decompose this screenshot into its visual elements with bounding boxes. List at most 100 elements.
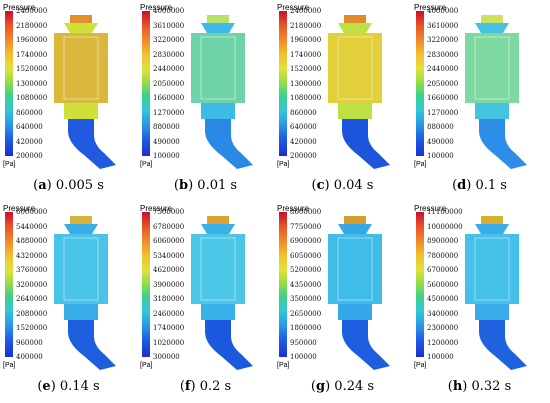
legend-tick-label: 1080000 <box>290 94 322 102</box>
legend-tick-label: 640000 <box>16 123 43 131</box>
model-outlet-pipe <box>68 119 116 169</box>
panel-time: 0.32 s <box>467 379 512 394</box>
legend-title: Pressure <box>140 3 173 12</box>
legend-tick-label: 5440000 <box>16 222 48 231</box>
color-legend-bar <box>142 11 150 156</box>
pressure-contour-model <box>465 15 527 169</box>
legend-title: Pressure <box>414 204 447 213</box>
legend-unit: [Pa] <box>277 362 290 369</box>
legend-tick-label: 4880000 <box>16 237 48 245</box>
legend-tick-label: 2180000 <box>16 21 48 30</box>
model-inner-chamber <box>200 237 236 301</box>
legend-tick-label: 1080000 <box>16 94 48 102</box>
model-top-cap <box>207 216 229 224</box>
model-inner-chamber <box>200 36 236 100</box>
legend-tick-label: 7750000 <box>290 222 322 231</box>
color-legend-bar <box>416 11 424 156</box>
legend-title: Pressure <box>414 3 447 12</box>
legend-tick-label: 1520000 <box>16 324 48 332</box>
legend-tick-label: 1300000 <box>16 79 48 88</box>
legend-tick-label: 1740000 <box>16 50 48 59</box>
legend-tick-label: 1740000 <box>153 324 185 332</box>
legend-tick-label: 2830000 <box>427 50 459 59</box>
legend-ticks: 4000000 3610000 3220000 2830000 2440000 20500… <box>427 8 475 160</box>
legend-tick-label: 2650000 <box>290 309 322 318</box>
legend-tick-label: 950000 <box>290 338 317 347</box>
model-outlet-pipe <box>479 320 527 370</box>
legend-unit: [Pa] <box>414 362 427 369</box>
legend-tick-label: 6000000 <box>16 208 48 216</box>
legend-tick-label: 6780000 <box>153 222 185 231</box>
legend-tick-label: 860000 <box>290 108 317 117</box>
legend-tick-label: 490000 <box>427 137 454 146</box>
contour-panel-f: Pressure 7500000 6780000 6060000 5340000 4620… <box>137 201 274 402</box>
legend-tick-label: 3400000 <box>427 309 459 318</box>
model-lower-neck <box>64 304 98 320</box>
legend-tick-label: 4620000 <box>153 266 185 274</box>
model-neck <box>64 224 98 234</box>
color-legend-bar <box>5 11 13 156</box>
legend-title: Pressure <box>277 204 310 213</box>
legend-tick-label: 5340000 <box>153 251 185 260</box>
contour-panel-e: Pressure 6000000 5440000 4880000 4320000 3760… <box>0 201 137 402</box>
panel-caption: (g) 0.24 s <box>310 379 375 394</box>
model-top-cap <box>481 15 503 23</box>
legend-tick-label: 1520000 <box>16 65 48 73</box>
model-top-cap <box>481 216 503 224</box>
legend-unit: [Pa] <box>414 161 427 168</box>
model-neck <box>201 23 235 33</box>
legend-tick-label: 8600000 <box>290 208 322 216</box>
legend-tick-label: 880000 <box>153 123 180 131</box>
legend-tick-label: 200000 <box>290 152 317 160</box>
model-lower-neck <box>338 304 372 320</box>
legend-tick-label: 2400000 <box>16 7 48 15</box>
legend-ticks: 7500000 6780000 6060000 5340000 4620000 39000… <box>153 208 201 361</box>
color-legend-bar <box>142 212 150 357</box>
legend-tick-label: 3760000 <box>16 266 48 274</box>
pressure-contour-model <box>191 15 253 169</box>
color-legend-bar <box>416 212 424 357</box>
model-neck <box>64 23 98 33</box>
legend-unit: [Pa] <box>3 362 16 369</box>
legend-tick-label: 420000 <box>290 137 317 146</box>
legend-tick-label: 7500000 <box>153 208 185 216</box>
legend-tick-label: 4350000 <box>290 280 322 289</box>
legend-tick-label: 200000 <box>16 152 43 160</box>
legend-tick-label: 1660000 <box>427 94 459 102</box>
legend-tick-label: 2830000 <box>153 50 185 59</box>
model-neck <box>338 23 372 33</box>
legend-tick-label: 100000 <box>153 152 180 160</box>
legend-tick-label: 1960000 <box>290 36 322 44</box>
model-lower-neck <box>475 103 509 119</box>
pressure-contour-model <box>465 216 527 370</box>
legend-unit: [Pa] <box>3 161 16 168</box>
panel-letter: d <box>457 178 467 193</box>
panel-time: 0.2 s <box>195 379 232 394</box>
contour-panel-c: Pressure 2400000 2180000 1960000 1740000 1520… <box>274 0 411 201</box>
legend-tick-label: 400000 <box>16 353 43 361</box>
legend-tick-label: 300000 <box>153 353 180 361</box>
model-neck <box>338 224 372 234</box>
model-top-cap <box>344 216 366 224</box>
legend-tick-label: 1270000 <box>427 108 459 117</box>
legend-tick-label: 5200000 <box>290 266 322 274</box>
panel-time: 0.01 s <box>193 178 238 193</box>
legend-tick-label: 100000 <box>290 353 317 361</box>
panel-time: 0.14 s <box>55 379 100 394</box>
legend-tick-label: 1960000 <box>16 36 48 44</box>
contour-panel-g: Pressure 8600000 7750000 6900000 6050000 5200… <box>274 201 411 402</box>
legend-unit: [Pa] <box>140 161 153 168</box>
model-neck <box>475 224 509 234</box>
panel-caption: (a) 0.005 s <box>33 178 104 193</box>
legend-title: Pressure <box>3 204 36 213</box>
panel-time: 0.1 s <box>471 178 507 193</box>
legend-tick-label: 3900000 <box>153 280 185 289</box>
legend-unit: [Pa] <box>277 161 290 168</box>
legend-tick-label: 640000 <box>290 123 317 131</box>
panel-letter: c <box>316 178 325 193</box>
model-outlet-pipe <box>68 320 116 370</box>
color-legend-bar <box>5 212 13 357</box>
pressure-contour-model <box>191 216 253 370</box>
legend-tick-label: 2440000 <box>427 65 459 73</box>
panel-caption: (c) 0.04 s <box>311 178 374 193</box>
